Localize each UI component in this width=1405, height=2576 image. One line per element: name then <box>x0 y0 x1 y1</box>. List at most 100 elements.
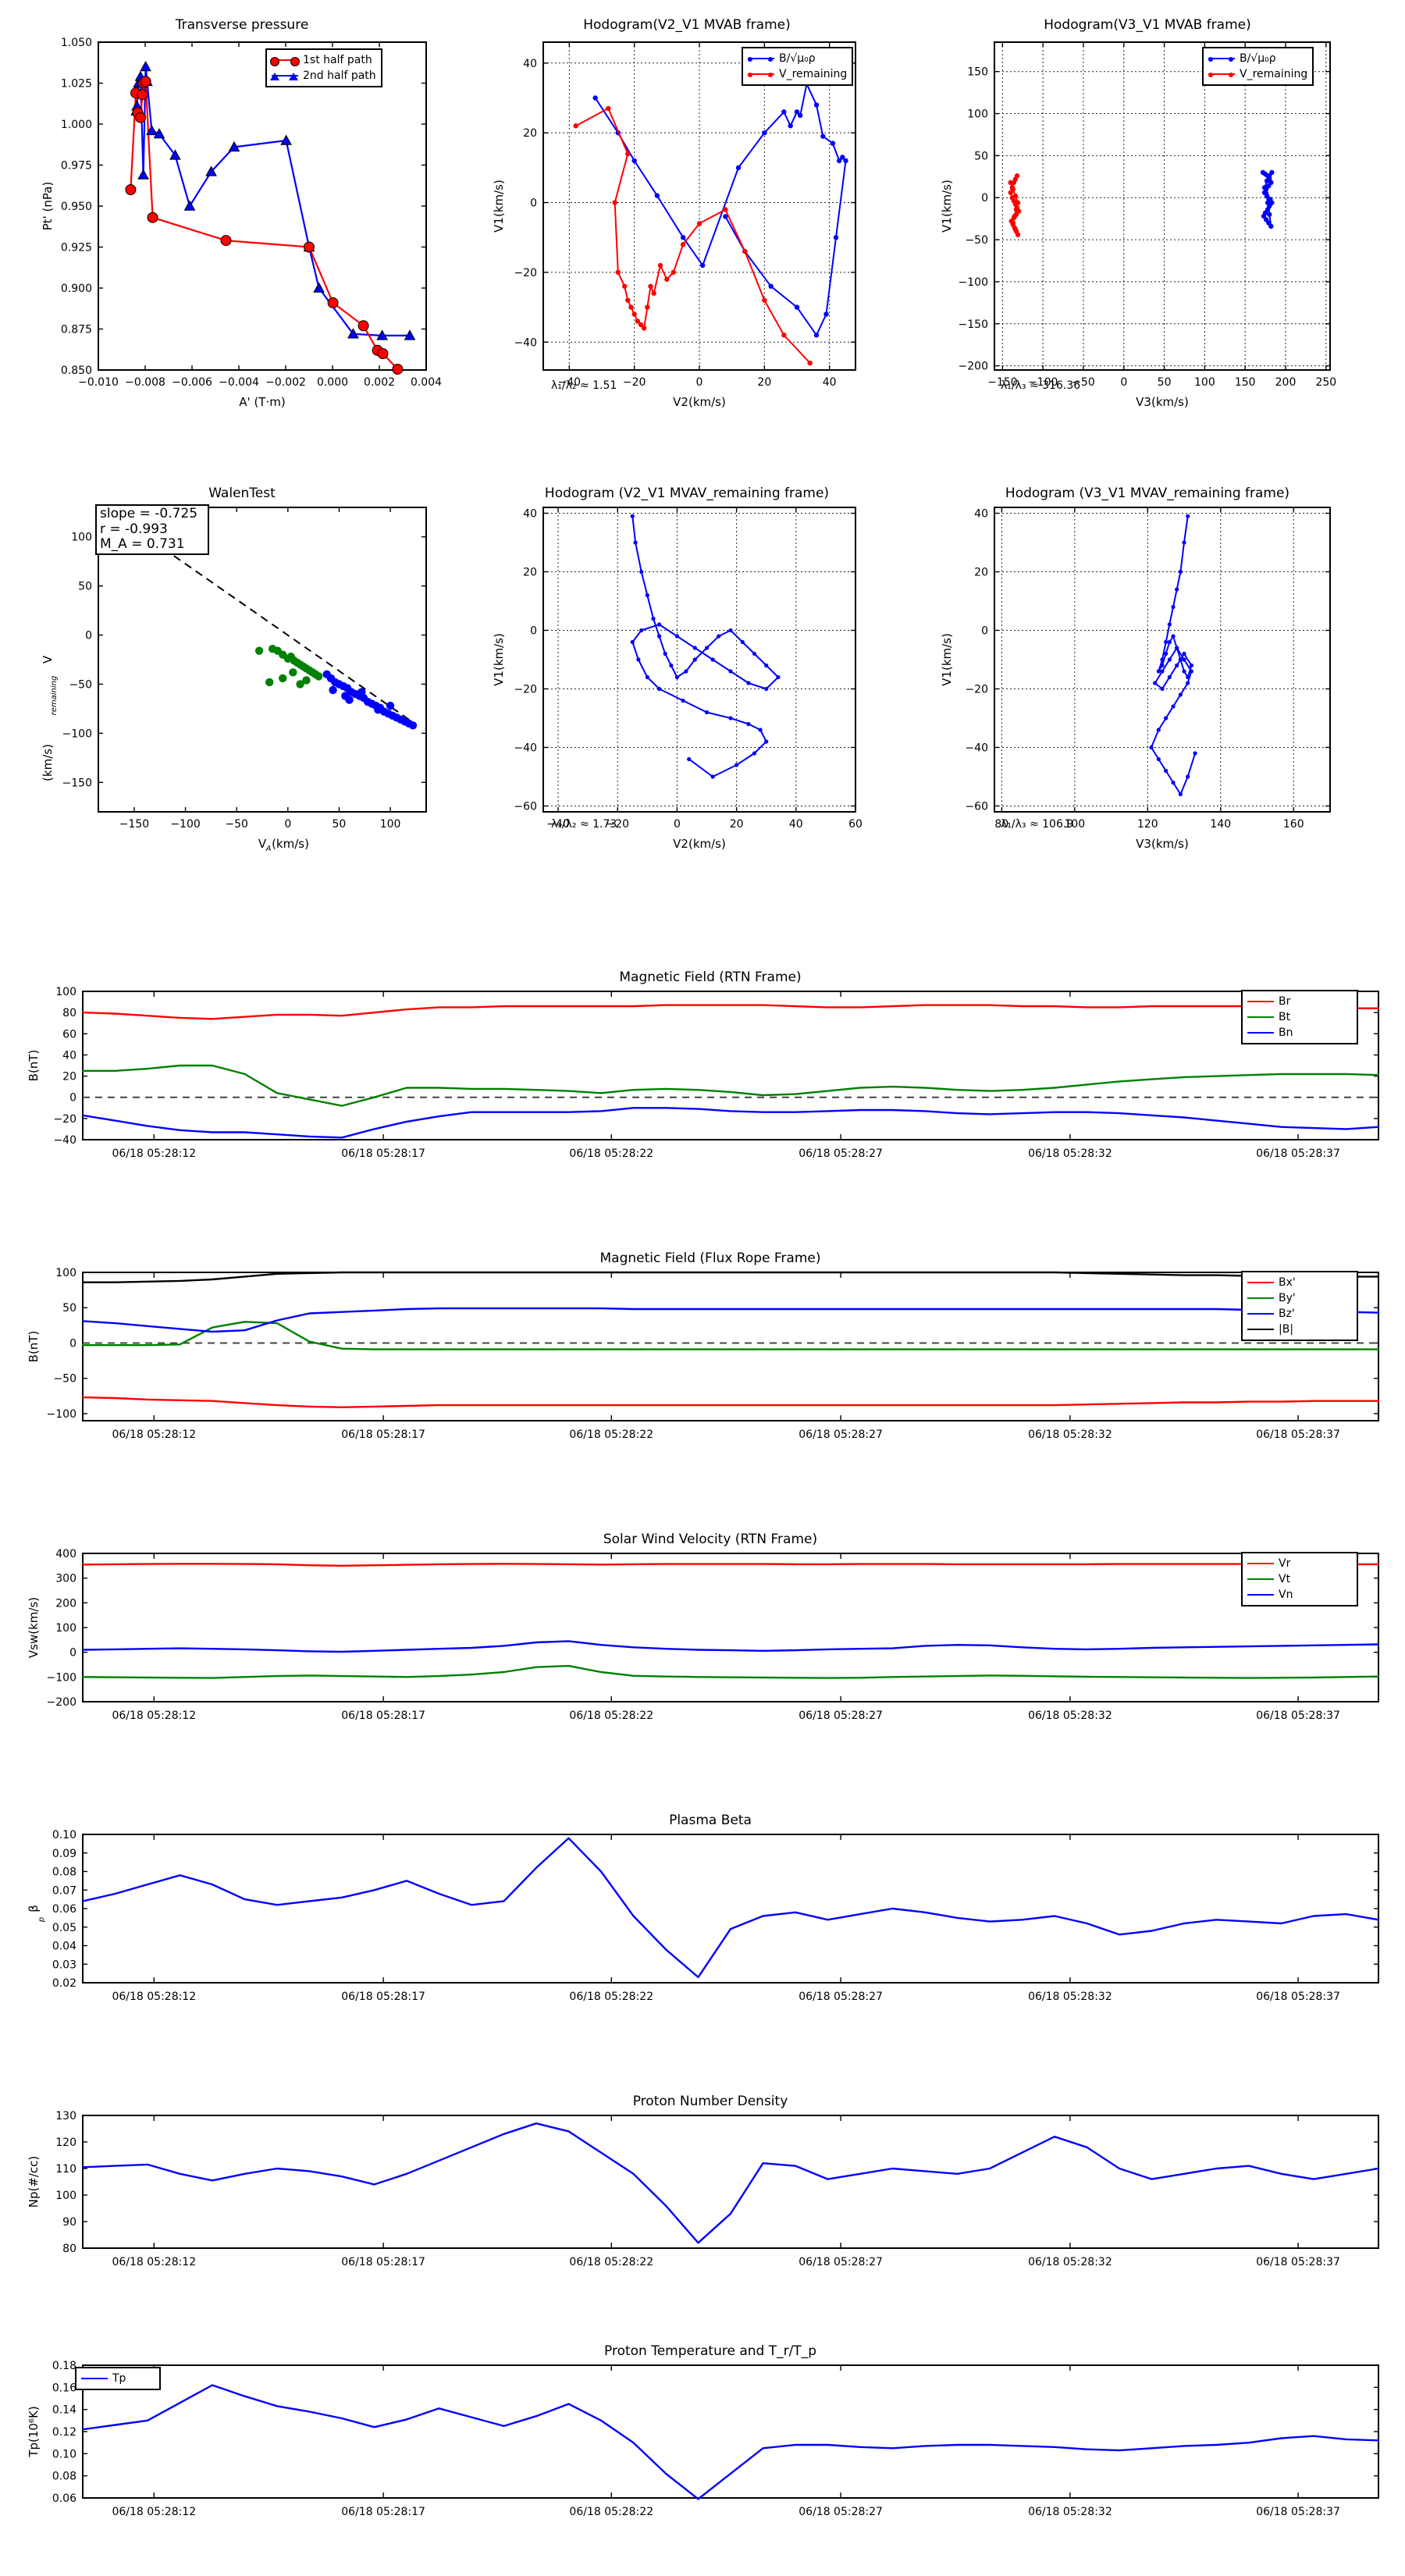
svg-text:06/18 05:28:27: 06/18 05:28:27 <box>799 1991 883 2003</box>
svg-text:06/18 05:28:12: 06/18 05:28:12 <box>112 2506 196 2518</box>
panel-title: Magnetic Field (Flux Rope Frame) <box>599 1251 821 1266</box>
svg-text:06/18 05:28:12: 06/18 05:28:12 <box>112 1991 196 2003</box>
legend-item-2nd-half: 2nd half path <box>270 68 376 84</box>
svg-text:50: 50 <box>333 818 347 831</box>
svg-text:40: 40 <box>789 818 803 831</box>
legend-line-bt <box>1247 1016 1274 1018</box>
legend-line-red <box>270 57 300 66</box>
legend-b-rtn: Br Bt Bn <box>1241 990 1358 1044</box>
panel-proton-number-density: Proton Number Density 80 90 100 110 120 130 06… <box>16 2092 1405 2326</box>
svg-text:−0.006: −0.006 <box>172 376 212 389</box>
panel-transverse-pressure: Transverse pressure −0.010 −0.008 −0.006 −0… <box>31 16 453 437</box>
hodogram-v3v1-mvav-svg: 80 100 120 140 160 −60 −40 −20 0 20 40 V3(km/s) V1(k… <box>940 507 1331 851</box>
vsw-rtn-svg: −200 −100 0 100 200 300 400 06/18 05:28:12 06/18… <box>27 1548 1380 1722</box>
svg-text:06/18 05:28:32: 06/18 05:28:32 <box>1028 2506 1112 2518</box>
svg-text:100: 100 <box>55 2190 76 2202</box>
svg-text:0: 0 <box>530 625 537 638</box>
svg-text:0.07: 0.07 <box>52 1884 76 1897</box>
svg-text:0.002: 0.002 <box>364 376 395 389</box>
panel-title: Hodogram (V3_V1 MVAV_remaining frame) <box>1005 486 1290 501</box>
legend-label: B/√μ₀ρ <box>779 52 816 65</box>
svg-text:06/18 05:28:17: 06/18 05:28:17 <box>341 1429 425 1441</box>
svg-text:20: 20 <box>757 376 771 389</box>
svg-text:50: 50 <box>78 581 92 593</box>
svg-text:0: 0 <box>530 197 537 210</box>
dot-marker-icon <box>1229 73 1233 77</box>
legend-item-vn: Vn <box>1247 1587 1352 1603</box>
legend-line-bmag <box>1247 1329 1274 1330</box>
svg-text:80: 80 <box>62 2243 76 2255</box>
b-fluxrope-svg: −100 −50 0 50 100 06/18 05:28:12 06/18 05:28:1… <box>27 1267 1380 1441</box>
svg-text:0.16: 0.16 <box>52 2382 76 2394</box>
legend-line-red <box>748 73 774 77</box>
legend-label: Bt <box>1279 1011 1291 1023</box>
svg-text:−0.004: −0.004 <box>219 376 259 389</box>
dot-marker-icon <box>768 57 773 62</box>
svg-text:−40: −40 <box>514 742 537 755</box>
legend-label: Vt <box>1279 1573 1291 1585</box>
svg-text:20: 20 <box>523 567 537 579</box>
svg-text:400: 400 <box>55 1548 76 1560</box>
svg-text:0.02: 0.02 <box>52 1977 76 1990</box>
dot-marker-icon <box>748 73 752 77</box>
svg-text:−100: −100 <box>170 818 200 831</box>
svg-text:(km/s): (km/s) <box>41 744 55 781</box>
hodogram-v2v1-mvab-svg: −40 −20 0 20 40 −40 −20 0 20 40 V2(km/s) V1(km/s) <box>492 41 856 409</box>
svg-text:0.06: 0.06 <box>52 2492 76 2505</box>
legend-item-tp: Tp <box>81 2371 155 2386</box>
legend-line-vr <box>1247 1563 1274 1564</box>
legend-label: Br <box>1279 995 1291 1008</box>
svg-text:50: 50 <box>974 150 988 162</box>
svg-text:−60: −60 <box>965 801 988 813</box>
svg-text:0.975: 0.975 <box>61 160 92 173</box>
svg-text:20: 20 <box>62 1071 76 1083</box>
legend-tp: Tp <box>75 2367 161 2390</box>
svg-text:06/18 05:28:22: 06/18 05:28:22 <box>569 2506 653 2518</box>
stat-ma: M_A = 0.731 <box>100 536 185 553</box>
dot-marker-icon <box>1208 57 1213 62</box>
svg-text:06/18 05:28:22: 06/18 05:28:22 <box>569 1991 653 2003</box>
legend-item-bz: Bz' <box>1247 1306 1352 1322</box>
svg-text:100: 100 <box>380 818 401 831</box>
legend-item-vr: Vr <box>1247 1556 1352 1571</box>
svg-text:A: A <box>265 845 272 853</box>
eigenvalue-ratio-annotation: λ₁/λ₂ ≈ 1.73 <box>551 818 617 831</box>
panel-title: Proton Number Density <box>632 2094 788 2109</box>
svg-text:0.875: 0.875 <box>61 324 92 336</box>
svg-text:0.09: 0.09 <box>52 1848 76 1860</box>
legend-hodogram-v3v1-mvab: B/√μ₀ρ V_remaining <box>1202 47 1314 86</box>
svg-text:40: 40 <box>62 1049 76 1062</box>
svg-text:0.04: 0.04 <box>52 1941 76 1953</box>
svg-text:1.000: 1.000 <box>61 119 92 131</box>
svg-text:20: 20 <box>730 818 744 831</box>
svg-text:−20: −20 <box>965 684 988 696</box>
svg-text:06/18 05:28:22: 06/18 05:28:22 <box>569 1429 653 1441</box>
svg-text:−200: −200 <box>47 1696 76 1709</box>
svg-text:0.08: 0.08 <box>52 2471 76 2483</box>
svg-text:200: 200 <box>1275 376 1297 389</box>
svg-text:06/18 05:28:32: 06/18 05:28:32 <box>1028 1429 1112 1441</box>
legend-line-tp <box>81 2378 108 2379</box>
panel-hodogram-v3v1-mvab: Hodogram(V3_V1 MVAB frame) −150 −100 −50 0 5… <box>929 16 1366 437</box>
svg-text:−60: −60 <box>514 801 537 813</box>
legend-item-bx: Bx' <box>1247 1275 1352 1290</box>
legend-item-bt: Bt <box>1247 1009 1352 1025</box>
svg-text:06/18 05:28:27: 06/18 05:28:27 <box>799 1429 883 1441</box>
svg-text:0: 0 <box>981 192 988 205</box>
svg-text:−20: −20 <box>53 1113 76 1126</box>
panel-hodogram-v3v1-mvav: Hodogram (V3_V1 MVAV_remaining frame) 80… <box>929 484 1366 874</box>
svg-text:06/18 05:28:17: 06/18 05:28:17 <box>341 2506 425 2518</box>
svg-text:B(nT): B(nT) <box>27 1050 41 1082</box>
eigenvalue-ratio-annotation: λ₁/λ₃ ≈ 106.9 <box>1001 818 1074 831</box>
svg-text:60: 60 <box>848 818 863 831</box>
legend-b-fluxrope: Bx' By' Bz' |B| <box>1241 1271 1358 1341</box>
svg-text:06/18 05:28:12: 06/18 05:28:12 <box>112 2256 196 2268</box>
legend-line-bz <box>1247 1313 1274 1315</box>
circle-marker-icon <box>270 57 279 66</box>
svg-text:0.03: 0.03 <box>52 1959 76 1971</box>
svg-text:40: 40 <box>523 508 537 521</box>
svg-text:0.18: 0.18 <box>52 2360 76 2372</box>
svg-text:−150: −150 <box>119 818 149 831</box>
svg-text:−200: −200 <box>959 361 988 373</box>
svg-text:06/18 05:28:37: 06/18 05:28:37 <box>1256 2256 1340 2268</box>
